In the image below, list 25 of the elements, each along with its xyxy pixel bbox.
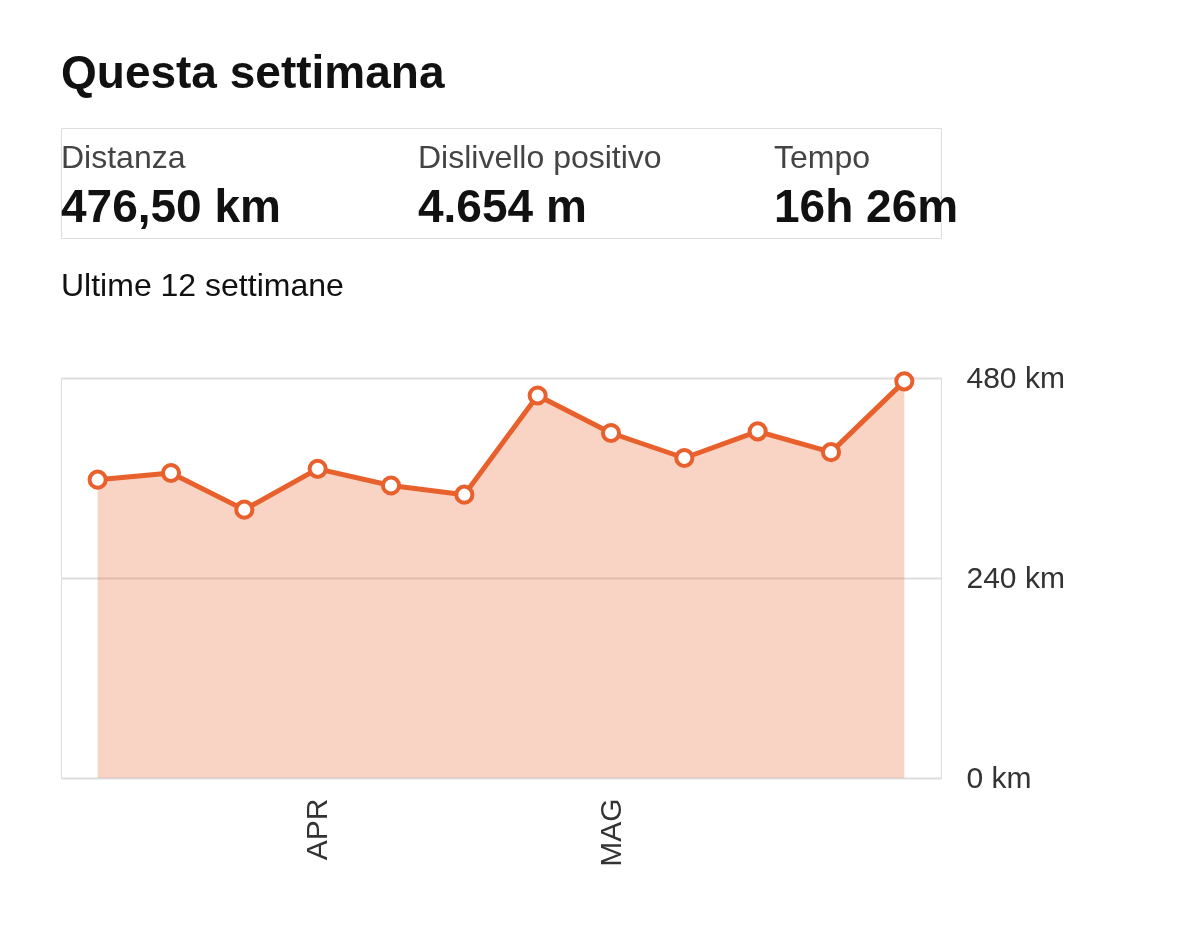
text: 16h 26m (774, 180, 959, 232)
point (234, 499, 255, 520)
point (307, 458, 328, 479)
point (160, 462, 182, 484)
x-tick-label: MAG (593, 798, 627, 867)
text: 4.654 m (418, 180, 587, 232)
text: 476,50 km (61, 180, 281, 232)
chart-subtitle: Ultime 12 settimane (61, 267, 344, 303)
text: Tempo (774, 139, 871, 175)
point (87, 469, 108, 490)
point (894, 371, 915, 392)
point (527, 385, 548, 406)
y-tick-label: 240 km (966, 560, 1065, 594)
chart-title: Questa settimana (61, 46, 445, 98)
text: Dislivello positivo (418, 139, 662, 175)
point (380, 475, 402, 496)
text: Distanza (61, 139, 186, 175)
point (747, 421, 768, 442)
point (454, 484, 475, 505)
point (674, 447, 695, 469)
y-tick-label: 0 km (966, 760, 1032, 794)
y-tick-label: 480 km (966, 360, 1065, 394)
point (820, 442, 842, 463)
x-tick-label: APR (300, 798, 334, 861)
point (600, 422, 622, 444)
